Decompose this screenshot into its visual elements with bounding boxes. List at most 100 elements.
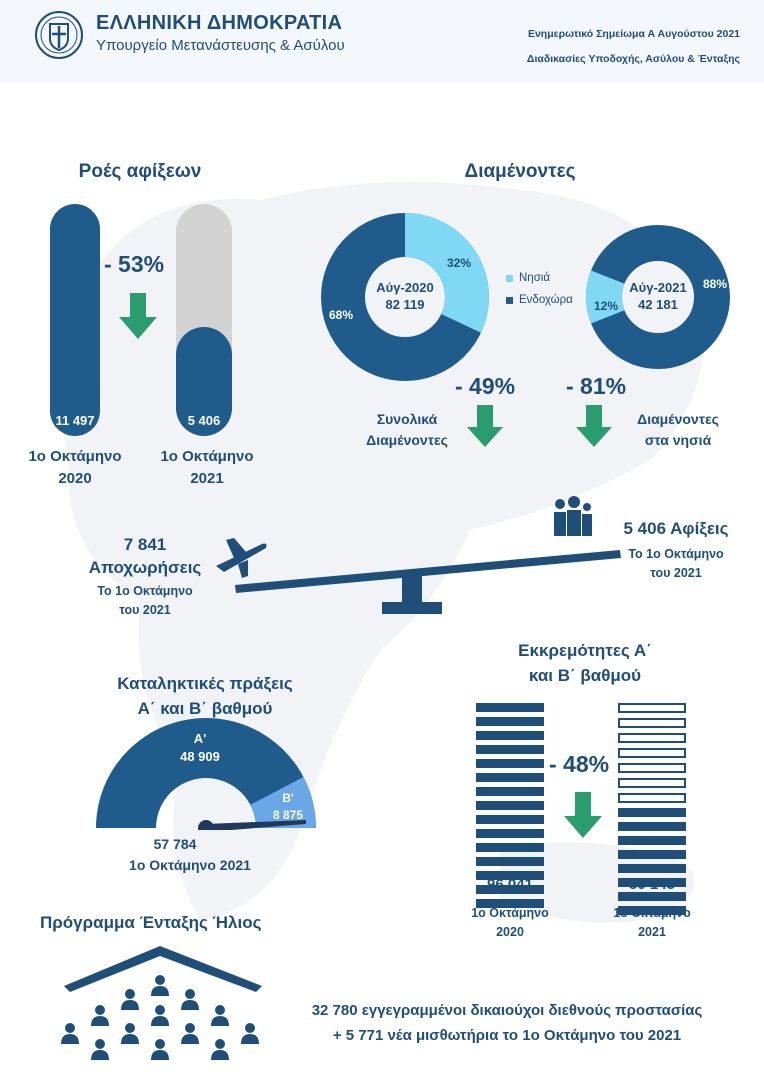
- person-icon: [91, 1039, 109, 1060]
- down-arrow-icon: [467, 405, 503, 447]
- report-title: Ενημερωτικό Σημείωμα Α Αυγούστου 2021: [527, 28, 740, 40]
- gauge-b-name: Β': [282, 791, 294, 805]
- person-icon: [241, 1023, 259, 1044]
- pending-2021-bar-outline: [618, 703, 686, 713]
- pending-2021-stack: [618, 703, 686, 915]
- pending-2020-bar: [476, 815, 544, 824]
- decisions-total: 57 784: [153, 836, 197, 852]
- down-arrow-icon: [119, 293, 157, 339]
- pending-2021-bar: [618, 878, 686, 887]
- caption-line: στα νησιά: [644, 432, 712, 448]
- pending-2021-bar: [618, 892, 686, 901]
- person-icon: [181, 989, 199, 1010]
- person-icon: [121, 989, 139, 1010]
- pending-2021-bar: [618, 864, 686, 873]
- donut-2020-label: Αύγ-2020: [376, 280, 434, 295]
- legend-mainland: Ενδοχώρα: [506, 294, 573, 306]
- pending-2020-bar: [476, 801, 544, 810]
- person-icon: [121, 1023, 139, 1044]
- pending-2020-bar: [476, 759, 544, 768]
- departures-label: Αποχωρήσεις: [88, 558, 202, 577]
- pending-2021-value: 50 145: [629, 876, 675, 893]
- pending-2020-bar: [476, 899, 544, 908]
- donut-2020-total: 82 119: [385, 297, 425, 312]
- report-subtitle: Διαδικασίες Υποδοχής, Ασύλου & Ένταξης: [526, 53, 740, 65]
- decisions-title: Καταληκτικές πράξεις Α΄ και Β΄ βαθμού: [70, 671, 340, 721]
- caption-line: 2021: [638, 925, 666, 939]
- person-icon: [151, 975, 169, 996]
- gauge-a-value: 48 909: [180, 749, 220, 764]
- donut-2021-label: Αύγ-2021: [629, 280, 687, 295]
- family-icon: [554, 496, 592, 536]
- pending-2020-bar: [476, 703, 544, 712]
- gauge-a-name: Α': [193, 731, 207, 746]
- decisions-period: 1ο Οκτάμηνο 2021: [129, 857, 251, 873]
- helios-title: Πρόγραμμα Ένταξης Ήλιος: [40, 913, 262, 932]
- bar-2020-value: 11 497: [55, 413, 95, 428]
- bar-2020: [50, 204, 100, 436]
- residents-title: Διαμένοντες: [464, 161, 576, 182]
- donut-2020: [321, 213, 489, 381]
- org-name: ΕΛΛΗΝΙΚΗ ΔΗΜΟΚΡΑΤΙΑ: [96, 12, 343, 34]
- departures-period: Το 1ο Οκτάμηνο του 2021: [60, 582, 230, 620]
- donut-2020-mainland-pct: 68%: [329, 308, 354, 322]
- caption-line: του 2021: [650, 566, 702, 580]
- bar-2021-value: 5 406: [187, 413, 221, 428]
- gauge-needle: [206, 820, 306, 830]
- caption-line: Το 1ο Οκτάμηνο: [628, 547, 724, 561]
- caption-line: 2021: [190, 470, 224, 487]
- pending-2020-bar: [476, 745, 544, 754]
- total-residents-change: - 49%: [455, 373, 516, 399]
- legend-islands-label: Νησιά: [519, 272, 551, 284]
- caption-line: Διαμένοντες: [637, 411, 719, 427]
- donut-2020-islands-slice: [321, 213, 489, 381]
- person-icon: [211, 1039, 229, 1060]
- person-icon: [151, 1005, 169, 1026]
- legend-islands-swatch: [506, 274, 513, 282]
- balance-beam: [235, 550, 621, 614]
- arrivals-2021-caption: 1ο Οκτάμηνο 2021: [152, 446, 262, 490]
- gauge-a-label: Α' 48 909: [170, 730, 230, 766]
- ministry-name: Υπουργείο Μετανάστευσης & Ασύλου: [96, 37, 345, 54]
- arrivals-total: 5 406 Αφίξεις: [623, 519, 729, 538]
- caption-line: Διαμένοντες: [366, 432, 448, 448]
- donut-2020-islands-pct: 32%: [447, 256, 472, 270]
- caption-line: Συνολικά: [376, 411, 438, 427]
- islands-residents-caption: Διαμένοντες στα νησιά: [618, 409, 738, 451]
- departures-value: 7 841: [123, 535, 167, 554]
- airplane-icon: [216, 538, 267, 578]
- pending-2021-bar: [618, 808, 686, 817]
- pending-2021-bar-outline: [618, 718, 686, 728]
- caption-line: του 2021: [119, 603, 171, 617]
- helios-line-1: 32 780 εγγεγραμμένοι δικαιούχοι διεθνούς…: [311, 1002, 703, 1019]
- down-arrow-icon: [564, 792, 602, 838]
- pending-2021-bar-outline: [618, 793, 686, 803]
- pending-2021-bar: [618, 850, 686, 859]
- community-icon: [61, 946, 262, 1060]
- donut-legend: Νησιά Ενδοχώρα: [506, 272, 573, 306]
- caption-line: 1ο Οκτάμηνο: [613, 906, 691, 920]
- pending-2020-caption: 1ο Οκτάμηνο 2020: [450, 904, 570, 942]
- pending-2020-bar: [476, 829, 544, 838]
- gauge-pivot: [198, 820, 214, 830]
- pending-2021-caption: 1ο Οκτάμηνο 2021: [592, 904, 712, 942]
- gauge-b-value: 8 875: [272, 808, 304, 822]
- pending-2021-bar: [618, 822, 686, 831]
- gauge-segment-b: [250, 777, 316, 828]
- donut-2021-total: 42 181: [638, 297, 678, 312]
- title-line: και Β΄ βαθμού: [528, 666, 642, 685]
- pending-2020-bar: [476, 885, 544, 894]
- pending-2020-bar: [476, 871, 544, 880]
- pending-2020-stack: [476, 703, 544, 908]
- pending-2021-bar-outline: [618, 733, 686, 743]
- pending-2021-bar: [618, 836, 686, 845]
- title-line: Α΄ και Β΄ βαθμού: [137, 699, 273, 718]
- person-icon: [181, 1023, 199, 1044]
- caption-line: Το 1ο Οκτάμηνο: [97, 584, 193, 598]
- arrivals-title: Ροές αφίξεων: [78, 161, 202, 182]
- pending-2021-bar: [618, 906, 686, 915]
- arrivals-change: - 53%: [104, 251, 165, 277]
- donut-2021-islands-slice: [586, 225, 730, 369]
- donut-2021-islands-pct: 12%: [594, 299, 619, 313]
- legend-mainland-label: Ενδοχώρα: [519, 294, 573, 306]
